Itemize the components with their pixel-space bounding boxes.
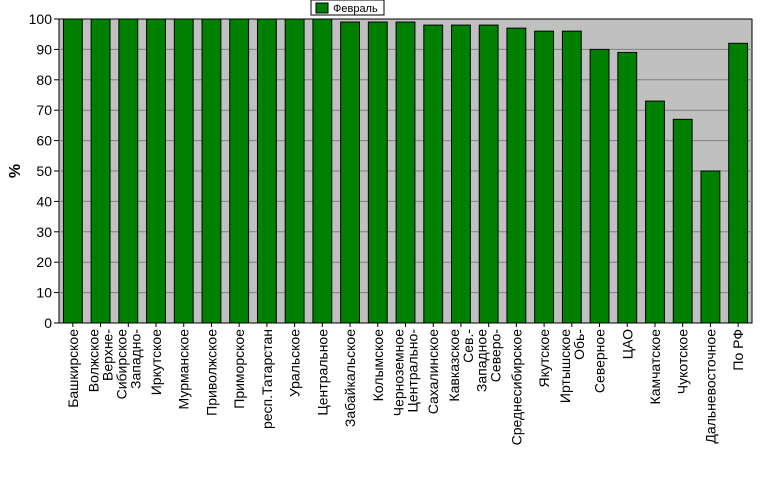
y-tick-label: 30 — [36, 224, 52, 240]
bar — [561, 30, 582, 324]
y-tick-label: 80 — [36, 72, 52, 88]
x-tick-label: Северное — [592, 329, 608, 393]
bar — [367, 21, 388, 324]
bar — [173, 18, 194, 324]
y-tick-label: 60 — [36, 133, 52, 149]
y-tick-label: 90 — [36, 41, 52, 57]
bar — [728, 42, 749, 324]
y-tick-label: 10 — [36, 285, 52, 301]
bar — [90, 18, 111, 324]
y-tick-label: 100 — [29, 11, 53, 27]
bar — [284, 18, 305, 324]
bar — [423, 24, 444, 324]
bar — [229, 18, 250, 324]
x-tick-label: Приморское — [231, 329, 247, 409]
y-tick-label: 40 — [36, 193, 52, 209]
y-axis-label: % — [7, 164, 24, 178]
x-tick-label: Иркутское — [148, 329, 164, 395]
x-tick-label: Приволжское — [203, 329, 219, 416]
bar — [62, 18, 83, 324]
x-tick-label: Чукотское — [675, 329, 691, 394]
x-axis: Башкирское Верхне-Волжское Западно-Сибирск… — [65, 323, 746, 445]
x-tick-label: Колымское — [370, 329, 386, 402]
bar — [146, 18, 166, 324]
x-tick-label: Забайкальское — [342, 329, 358, 427]
x-tick-label: Центральное — [314, 329, 330, 416]
bar — [589, 48, 610, 324]
bar — [312, 18, 333, 324]
legend-box — [310, 0, 385, 16]
bar — [645, 100, 665, 324]
x-tick-label: Сев.-Кавказское — [446, 329, 476, 402]
x-tick-label: Среднесибирское — [508, 329, 524, 446]
bar — [617, 51, 638, 324]
legend: Февраль — [310, 0, 385, 16]
bar — [672, 118, 693, 324]
bar — [118, 18, 139, 324]
bar — [395, 21, 416, 324]
y-tick-label: 50 — [36, 163, 52, 179]
bar — [256, 18, 277, 324]
y-axis: 0 10 20 30 40 50 60 70 80 90 100 — [29, 11, 59, 331]
x-tick-label: Северо-Западное — [474, 329, 504, 392]
bars — [62, 18, 749, 324]
y-tick-label: 20 — [36, 254, 52, 270]
x-tick-label: Башкирское — [65, 329, 81, 408]
y-tick-label: 0 — [44, 315, 52, 331]
bar — [451, 24, 471, 324]
x-tick-label: ЦАО — [619, 329, 635, 359]
bar — [478, 24, 499, 324]
bar — [201, 18, 222, 324]
x-tick-label: По РФ — [730, 329, 746, 371]
x-tick-label: Обь-Иртышское — [557, 329, 587, 403]
x-tick-label: Центрально-Черноземное — [391, 329, 421, 417]
bar — [506, 27, 527, 324]
legend-swatch — [315, 2, 329, 14]
x-tick-label: Верхне-Волжское — [86, 329, 116, 393]
bar — [700, 170, 721, 324]
bar — [340, 21, 360, 324]
x-tick-label: Дальневосточное — [702, 329, 718, 444]
legend-label: Февраль — [333, 3, 378, 15]
x-tick-label: Уральское — [287, 329, 303, 397]
x-tick-label: Мурманское — [176, 329, 192, 410]
x-tick-label: респ.Татарстан — [259, 329, 275, 429]
x-tick-label: Якутское — [536, 329, 552, 388]
x-tick-label: Сахалинское — [425, 329, 441, 414]
y-tick-label: 70 — [36, 102, 52, 118]
bar — [534, 30, 555, 324]
x-tick-label: Камчатское — [647, 329, 663, 405]
x-tick-label: Западно-Сибирское — [113, 329, 143, 400]
